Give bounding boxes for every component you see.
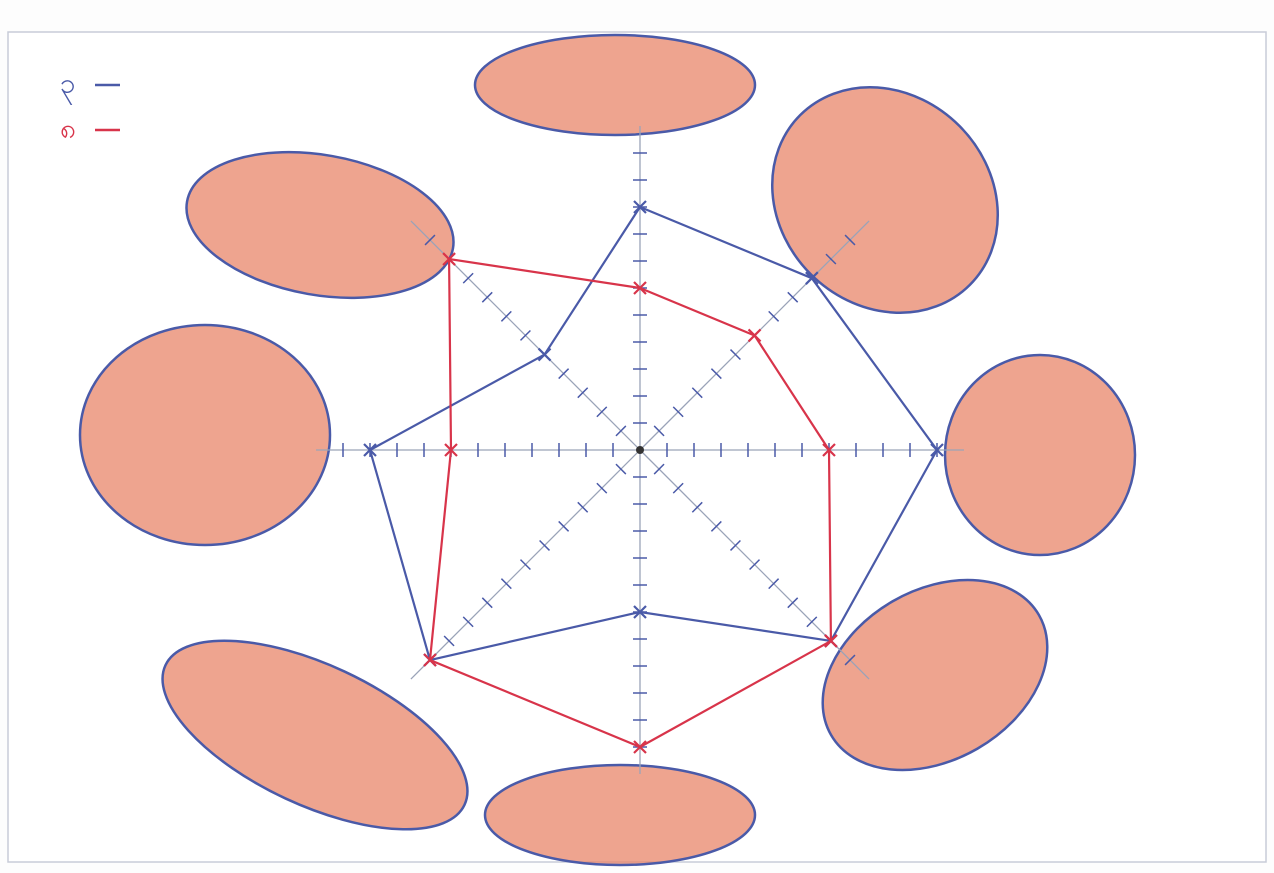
tick-mark (653, 425, 665, 437)
point-marker (824, 634, 838, 648)
tick-mark (481, 597, 493, 609)
cloud (483, 763, 757, 867)
tick-mark (844, 654, 856, 666)
tick-mark (424, 234, 436, 246)
point-marker (633, 200, 647, 214)
label-clouds (78, 33, 1137, 867)
legend: ၃၈ (60, 67, 120, 145)
cloud (185, 150, 455, 300)
cloud (78, 323, 332, 547)
tick-mark (596, 406, 608, 418)
tick-mark (768, 578, 780, 590)
point-marker (747, 328, 762, 343)
tick-mark (558, 368, 570, 380)
tick-mark (806, 616, 818, 628)
point-marker (442, 252, 456, 266)
cloud (161, 639, 469, 831)
tick-mark (749, 559, 761, 571)
tick-mark (653, 463, 665, 475)
tick-mark (500, 578, 512, 590)
tick-mark (596, 482, 608, 494)
tick-mark (768, 310, 780, 322)
point-marker (537, 347, 552, 362)
cloud (473, 33, 757, 137)
tick-mark (691, 387, 703, 399)
point-marker (633, 605, 647, 619)
tick-mark (825, 253, 837, 265)
tick-mark (672, 406, 684, 418)
point-marker (633, 281, 647, 295)
tick-mark (787, 597, 799, 609)
tick-mark (558, 520, 570, 532)
cloud (943, 353, 1137, 557)
tick-mark (729, 349, 741, 361)
point-marker (633, 740, 647, 754)
tick-mark (577, 387, 589, 399)
center-dot (636, 446, 644, 454)
tick-mark (519, 329, 531, 341)
tick-mark (443, 635, 455, 647)
cloud (821, 578, 1049, 772)
point-marker (423, 653, 437, 667)
point-marker (930, 443, 944, 457)
legend-label: ၈ (60, 112, 76, 145)
tick-mark (462, 272, 474, 284)
tick-mark (500, 310, 512, 322)
point-marker (444, 443, 458, 457)
tick-mark (615, 425, 627, 437)
tick-mark (672, 482, 684, 494)
tick-mark (462, 616, 474, 628)
tick-mark (577, 501, 589, 513)
point-marker (805, 271, 819, 285)
point-marker (363, 443, 377, 457)
tick-mark (691, 501, 703, 513)
tick-mark (615, 463, 627, 475)
tick-mark (539, 539, 551, 551)
tick-mark (844, 234, 856, 246)
tick-mark (710, 520, 722, 532)
point-marker (822, 443, 836, 457)
tick-mark (729, 539, 741, 551)
tick-mark (481, 291, 493, 303)
tick-mark (787, 291, 799, 303)
legend-label: ၃ (60, 67, 76, 106)
tick-mark (519, 559, 531, 571)
tick-mark (710, 368, 722, 380)
